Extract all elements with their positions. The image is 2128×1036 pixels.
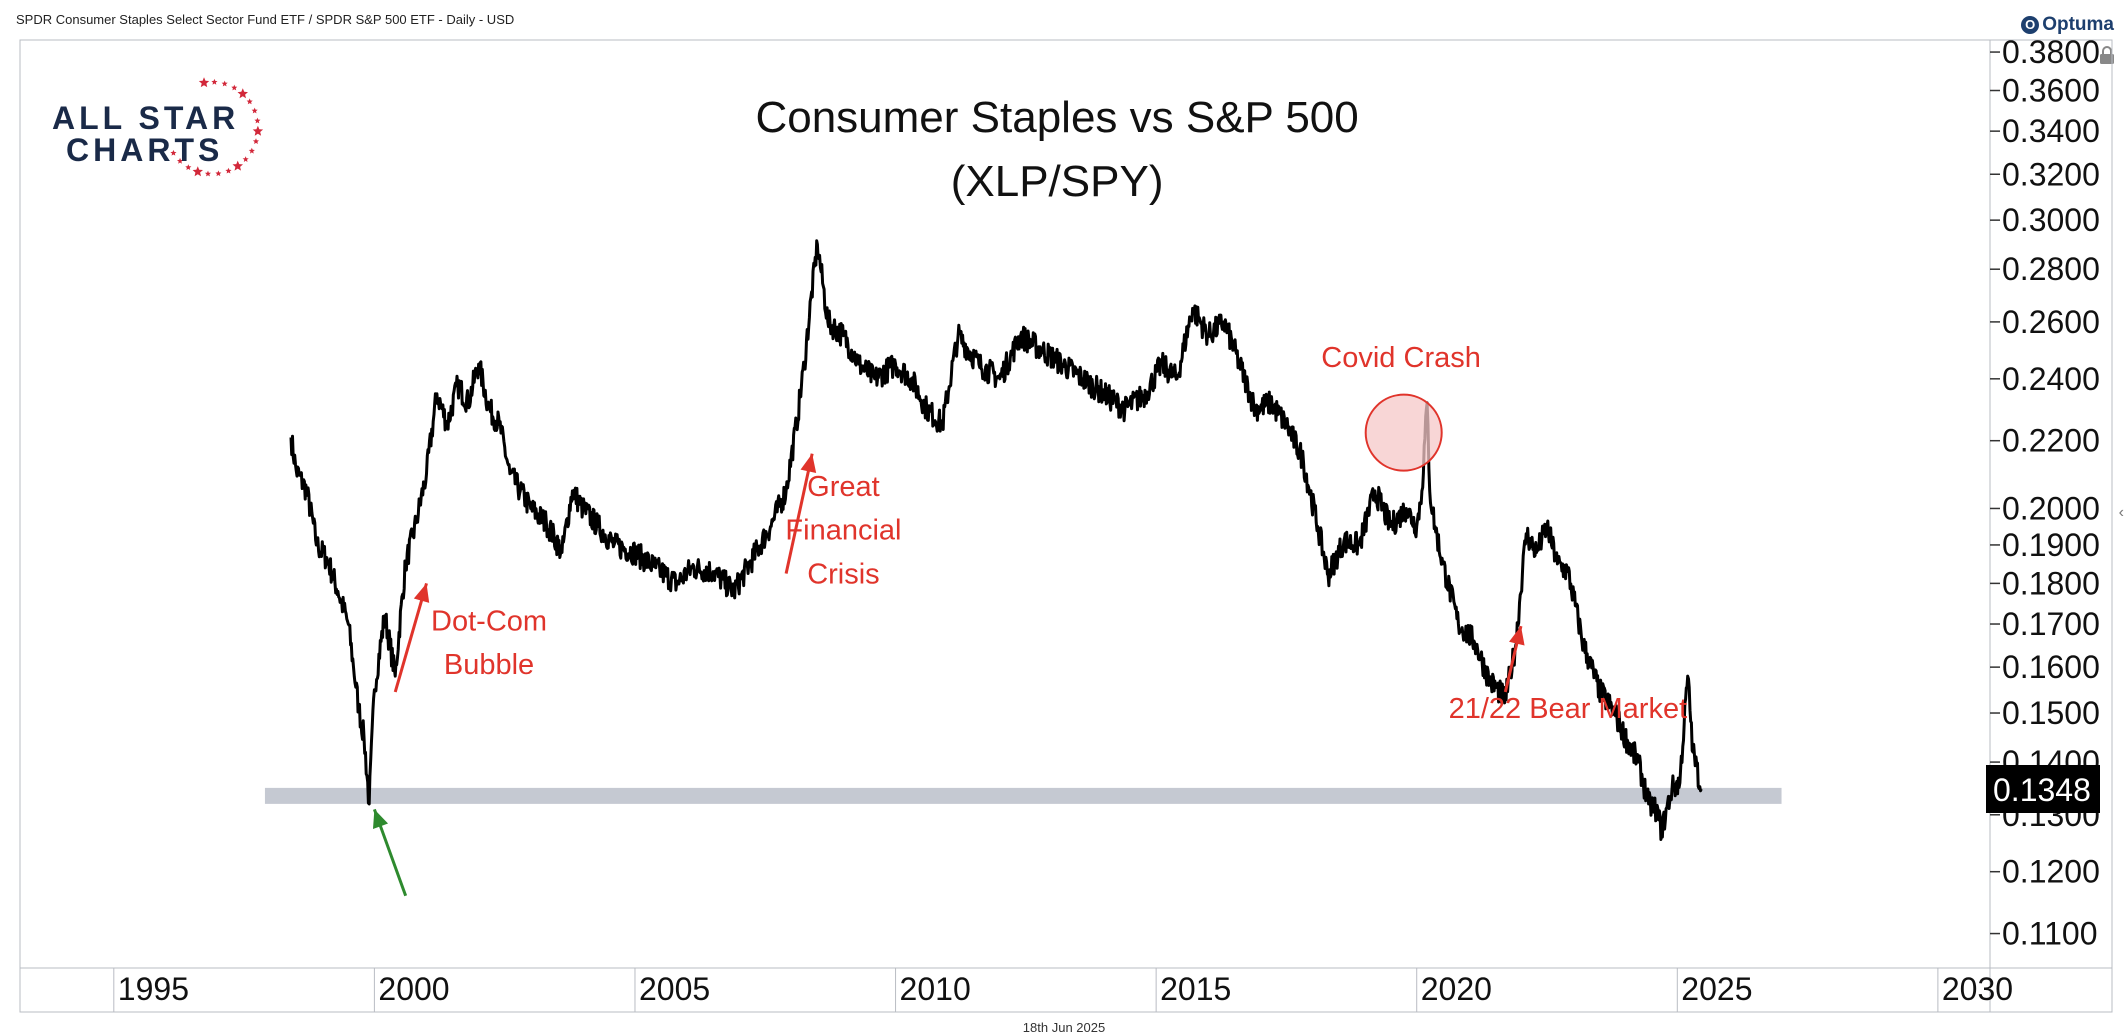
all-star-charts-logo: ALL STAR CHARTS [52,70,272,200]
logo-star [170,149,177,156]
logo-star [251,107,258,114]
y-tick-label: 0.3400 [2002,113,2100,149]
optuma-brand-label: Optuma [2042,14,2114,35]
chart-annotation: Covid Crash [1321,342,1481,374]
annotation-arrowhead [413,583,430,603]
logo-star [204,170,211,177]
last-value-label: 0.1348 [1993,772,2091,808]
y-tick-label: 0.1500 [2002,695,2100,731]
logo-star [252,138,259,144]
optuma-brand: O Optuma [2021,14,2114,36]
x-tick-label: 2020 [1421,971,1492,1007]
logo-star [225,167,232,174]
logo-star [215,170,222,177]
chart-annotation: Dot-Com [431,605,547,637]
optuma-logo-icon: O [2021,16,2040,34]
annotation-arrow [393,582,428,693]
chart-annotation: Crisis [807,558,880,590]
symbol-header: SPDR Consumer Staples Select Sector Fund… [16,12,515,27]
logo-stars-icon [170,77,264,177]
logo-star [192,166,203,177]
chart-annotation: Great [807,471,880,503]
logo-line-1: ALL STAR [52,100,240,136]
logo-star [248,147,255,154]
x-tick-label: 2025 [1681,971,1752,1007]
chart-annotation: Bubble [444,649,534,681]
y-tick-label: 0.1200 [2002,854,2100,890]
logo-star [185,164,192,170]
y-tick-label: 0.2600 [2002,304,2100,340]
panel-collapse-icon[interactable]: ‹ [2118,504,2124,521]
support-band [264,787,1782,804]
lock-icon[interactable] [2096,44,2118,66]
annotation-arrow [784,453,814,574]
logo-star [198,77,210,88]
chart-date-footer: 18th Jun 2025 [1022,1020,1106,1035]
logo-star [252,125,264,136]
logo-line-2: CHARTS [66,132,224,168]
y-tick-label: 0.2200 [2002,423,2100,459]
x-tick-label: 2010 [900,971,971,1007]
chart-title: Consumer Staples vs S&P 500 [755,93,1358,142]
y-tick-label: 0.2000 [2002,490,2100,526]
logo-star [177,157,184,164]
annotation-arrowhead [372,809,389,829]
logo-star [211,78,218,85]
covid-highlight-circle [1364,393,1443,472]
x-tick-label: 2030 [1942,971,2013,1007]
y-tick-label: 0.3200 [2002,156,2100,192]
y-tick-label: 0.3600 [2002,73,2100,109]
x-tick-label: 2015 [1160,971,1231,1007]
annotation-arrowhead [1509,626,1525,646]
logo-star [232,160,243,171]
annotation-arrowhead [800,453,817,474]
y-tick-label: 0.1600 [2002,649,2100,685]
x-tick-label: 1995 [118,971,189,1007]
logo-star [237,88,248,99]
logo-star [231,84,238,91]
chart-annotation: 21/22 Bear Market [1449,693,1688,725]
logo-star [221,80,228,87]
last-value-badge [1986,764,2100,813]
x-tick-label: 2000 [378,971,449,1007]
chart-frame [19,39,2113,1013]
ratio-line [289,239,1703,841]
logo-star [246,98,253,105]
y-tick-label: 0.2800 [2002,251,2100,287]
chart-annotation: Financial [785,514,901,546]
chart-subtitle: (XLP/SPY) [951,157,1164,206]
y-tick-label: 0.1900 [2002,527,2100,563]
y-tick-label: 0.2400 [2002,361,2100,397]
x-tick-label: 2005 [639,971,710,1007]
y-tick-label: 0.3000 [2002,202,2100,238]
y-tick-label: 0.1700 [2002,606,2100,642]
y-tick-label: 0.1800 [2002,565,2100,601]
y-tick-label: 0.1100 [2002,916,2098,952]
logo-star [242,156,249,162]
y-tick-label: 0.3800 [2002,34,2100,70]
logo-star [254,117,261,124]
